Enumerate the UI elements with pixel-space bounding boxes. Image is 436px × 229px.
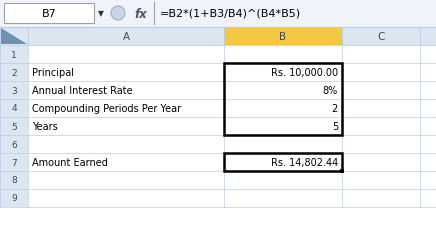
- Bar: [0, 100, 28, 117]
- Bar: [420, 100, 436, 117]
- Text: ▼: ▼: [98, 9, 104, 18]
- Bar: [342, 135, 420, 153]
- Bar: [420, 135, 436, 153]
- Text: A: A: [123, 32, 129, 42]
- Bar: [224, 189, 342, 207]
- Text: =B2*(1+B3/B4)^(B4*B5): =B2*(1+B3/B4)^(B4*B5): [160, 9, 301, 19]
- Text: Years: Years: [32, 121, 58, 131]
- Text: Rs. 14,802.44: Rs. 14,802.44: [271, 157, 338, 167]
- Bar: [224, 28, 342, 46]
- Bar: [342, 82, 420, 100]
- Text: 2: 2: [11, 68, 17, 77]
- Bar: [420, 171, 436, 189]
- Bar: [0, 117, 28, 135]
- Bar: [0, 28, 436, 46]
- Text: 4: 4: [11, 104, 17, 113]
- Bar: [420, 82, 436, 100]
- Bar: [224, 82, 342, 100]
- Text: B7: B7: [41, 9, 56, 19]
- Bar: [420, 117, 436, 135]
- Bar: [224, 100, 342, 117]
- Bar: [4, 4, 94, 24]
- Bar: [342, 46, 420, 64]
- Text: 8: 8: [11, 176, 17, 185]
- Bar: [0, 153, 28, 171]
- Polygon shape: [1, 29, 27, 45]
- Bar: [342, 64, 420, 82]
- Bar: [28, 153, 224, 171]
- Text: Annual Interest Rate: Annual Interest Rate: [32, 86, 133, 95]
- Text: Rs. 10,000.00: Rs. 10,000.00: [271, 68, 338, 78]
- Bar: [224, 135, 342, 153]
- Bar: [342, 117, 420, 135]
- Text: 6: 6: [11, 140, 17, 149]
- Bar: [420, 46, 436, 64]
- Text: Compounding Periods Per Year: Compounding Periods Per Year: [32, 104, 181, 114]
- Bar: [420, 189, 436, 207]
- Text: 8%: 8%: [323, 86, 338, 95]
- Bar: [28, 100, 224, 117]
- Text: fx: fx: [134, 8, 147, 20]
- Text: 9: 9: [11, 194, 17, 203]
- Text: 3: 3: [11, 86, 17, 95]
- Text: C: C: [377, 32, 385, 42]
- Text: 5: 5: [332, 121, 338, 131]
- Text: 7: 7: [11, 158, 17, 167]
- Text: 2: 2: [332, 104, 338, 114]
- Bar: [28, 135, 224, 153]
- Bar: [342, 189, 420, 207]
- Bar: [28, 117, 224, 135]
- Bar: [0, 135, 28, 153]
- Bar: [420, 153, 436, 171]
- Bar: [224, 153, 342, 171]
- Bar: [224, 46, 342, 64]
- Bar: [0, 82, 28, 100]
- Text: 5: 5: [11, 122, 17, 131]
- Text: B: B: [279, 32, 286, 42]
- Bar: [28, 64, 224, 82]
- Bar: [0, 171, 28, 189]
- Bar: [224, 64, 342, 82]
- Bar: [0, 189, 28, 207]
- Bar: [224, 171, 342, 189]
- Text: Principal: Principal: [32, 68, 74, 78]
- Text: 1: 1: [11, 50, 17, 59]
- Bar: [340, 169, 344, 173]
- Bar: [28, 82, 224, 100]
- Bar: [342, 171, 420, 189]
- Bar: [28, 189, 224, 207]
- Bar: [28, 46, 224, 64]
- Text: Amount Earned: Amount Earned: [32, 157, 108, 167]
- Bar: [224, 153, 342, 171]
- Bar: [0, 46, 28, 64]
- Bar: [0, 64, 28, 82]
- Bar: [342, 100, 420, 117]
- Bar: [342, 153, 420, 171]
- Bar: [28, 171, 224, 189]
- Circle shape: [111, 7, 125, 21]
- Bar: [224, 117, 342, 135]
- Bar: [224, 64, 342, 135]
- Bar: [0, 0, 436, 28]
- Bar: [420, 64, 436, 82]
